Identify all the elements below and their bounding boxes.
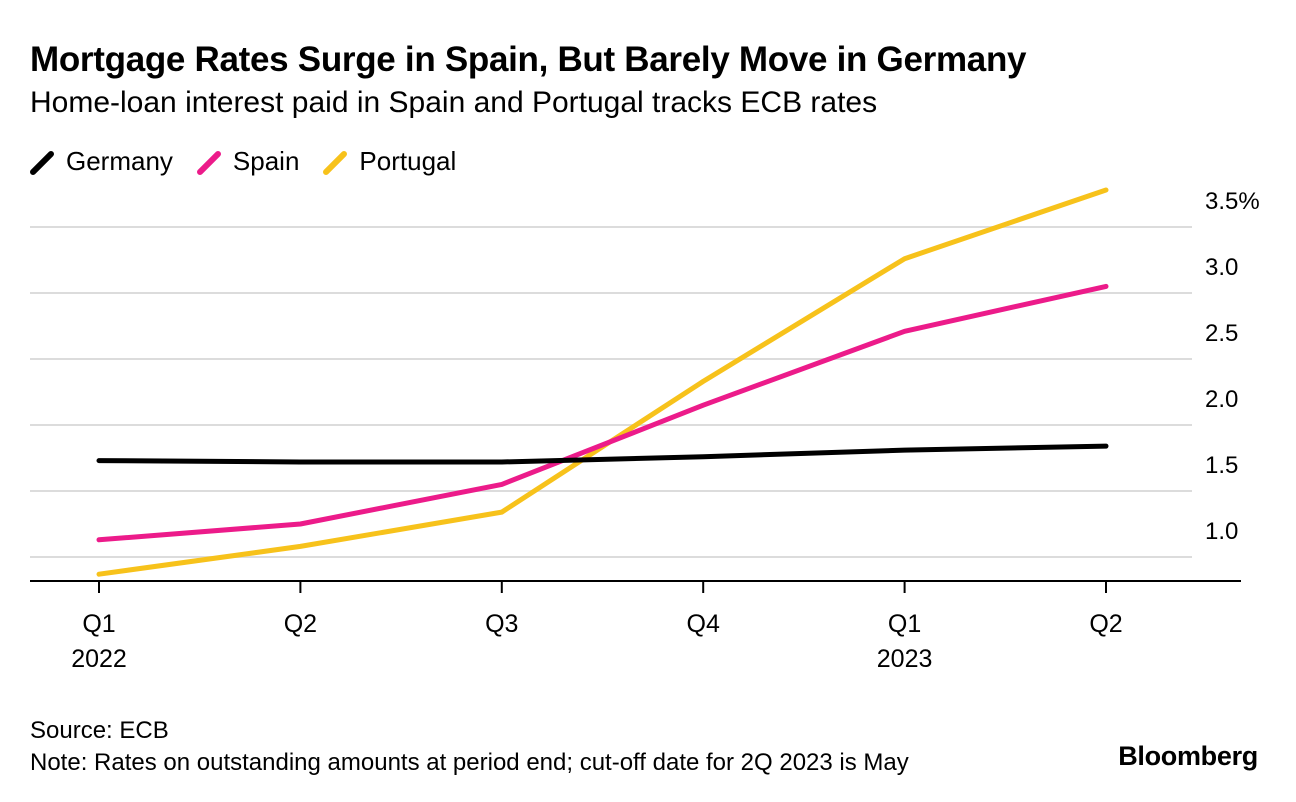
- bloomberg-logo: Bloomberg: [1118, 741, 1258, 771]
- legend-swatch-portugal: [323, 150, 348, 175]
- x-axis: [30, 580, 1241, 593]
- legend: Germany Spain Portugal: [30, 146, 480, 177]
- series-line-germany: [96, 443, 1109, 465]
- legend-label-portugal: Portugal: [359, 146, 457, 176]
- gridlines: [30, 226, 1192, 558]
- x-axis-labels: Q1 2022 Q2 Q3 Q4 Q1 2023 Q2: [71, 610, 1122, 673]
- x-tick-label: Q4: [687, 610, 720, 638]
- series-line-spain: [96, 283, 1109, 543]
- legend-label-germany: Germany: [66, 146, 173, 176]
- legend-swatch-spain: [196, 150, 221, 175]
- x-tick-label: Q3: [485, 610, 518, 638]
- x-year-label: 2023: [877, 645, 933, 673]
- y-tick-label: 1.0: [1205, 518, 1238, 545]
- source-note: Source: ECB: [30, 717, 169, 744]
- x-tick-label: Q1: [82, 610, 115, 638]
- footnote: Note: Rates on outstanding amounts at pe…: [30, 749, 909, 776]
- x-tick-label: Q1: [888, 610, 921, 638]
- x-year-label: 2022: [71, 645, 127, 673]
- legend-label-spain: Spain: [232, 146, 300, 176]
- series-lines: [96, 187, 1109, 577]
- y-tick-label: 3.0: [1205, 254, 1238, 281]
- x-tick-label: Q2: [1089, 610, 1122, 638]
- legend-item-portugal: Portugal: [323, 146, 456, 177]
- y-tick-label: 2.5: [1205, 320, 1238, 347]
- chart-title: Mortgage Rates Surge in Spain, But Barel…: [30, 40, 1027, 79]
- series-line-portugal: [96, 187, 1109, 577]
- chart-subtitle: Home-loan interest paid in Spain and Por…: [30, 86, 878, 119]
- y-axis-labels: 1.0 1.5 2.0 2.5 3.0 3.5%: [1205, 188, 1260, 545]
- legend-item-spain: Spain: [196, 146, 300, 177]
- y-tick-label: 1.5: [1205, 452, 1238, 479]
- x-tick-label: Q2: [284, 610, 317, 638]
- y-tick-label: 2.0: [1205, 386, 1238, 413]
- y-tick-label: 3.5%: [1205, 188, 1260, 215]
- legend-item-germany: Germany: [30, 146, 173, 177]
- legend-swatch-germany: [30, 150, 54, 175]
